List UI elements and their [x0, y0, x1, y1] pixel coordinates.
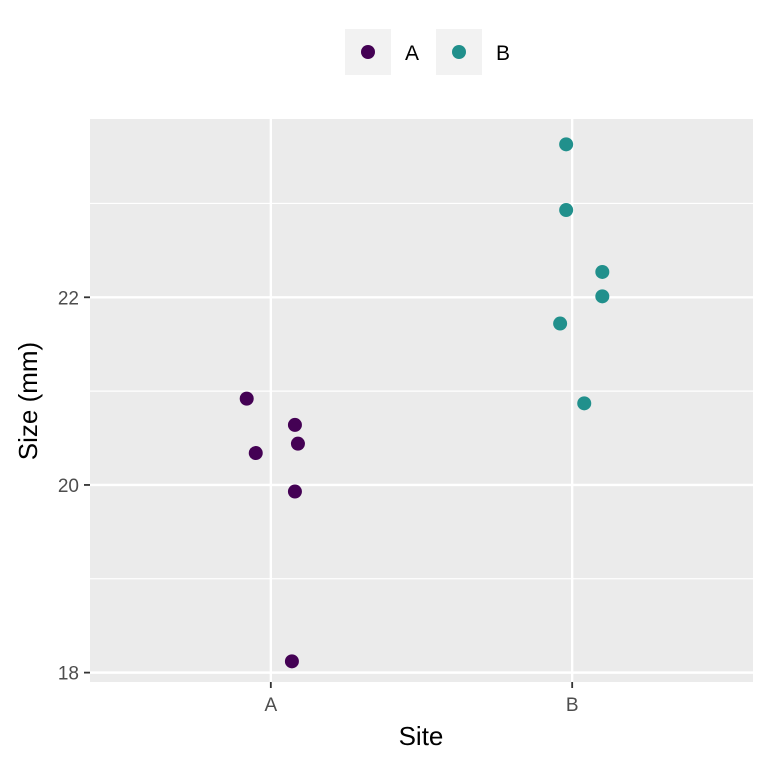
legend-label-b: B [496, 42, 510, 65]
data-point-b [577, 396, 592, 411]
legend-key-a [361, 45, 375, 59]
y-tick-label: 22 [58, 288, 79, 309]
data-points [239, 137, 610, 669]
data-point-b [595, 264, 610, 279]
data-point-b [559, 137, 574, 152]
x-tick-label: A [264, 695, 277, 716]
legend-key-b [452, 45, 466, 59]
data-point-b [595, 289, 610, 304]
data-point-a [287, 417, 302, 432]
x-tick-label: B [566, 695, 579, 716]
legend-label-a: A [405, 42, 419, 65]
legend: A B [345, 29, 510, 75]
data-point-b [553, 316, 568, 331]
minor-gridlines [90, 202, 753, 580]
plot-panel [90, 119, 753, 682]
data-point-a [290, 436, 305, 451]
y-tick-label: 18 [58, 664, 79, 685]
data-point-b [559, 203, 574, 218]
data-point-a [287, 484, 302, 499]
data-point-a [239, 391, 254, 406]
y-tick-label: 20 [58, 476, 79, 497]
y-axis: 18 20 22 [58, 288, 90, 685]
y-axis-title: Size (mm) [13, 342, 43, 460]
data-point-a [284, 654, 299, 669]
x-axis-title: Site [399, 721, 444, 751]
major-gridlines [90, 119, 753, 682]
data-point-a [248, 446, 263, 461]
